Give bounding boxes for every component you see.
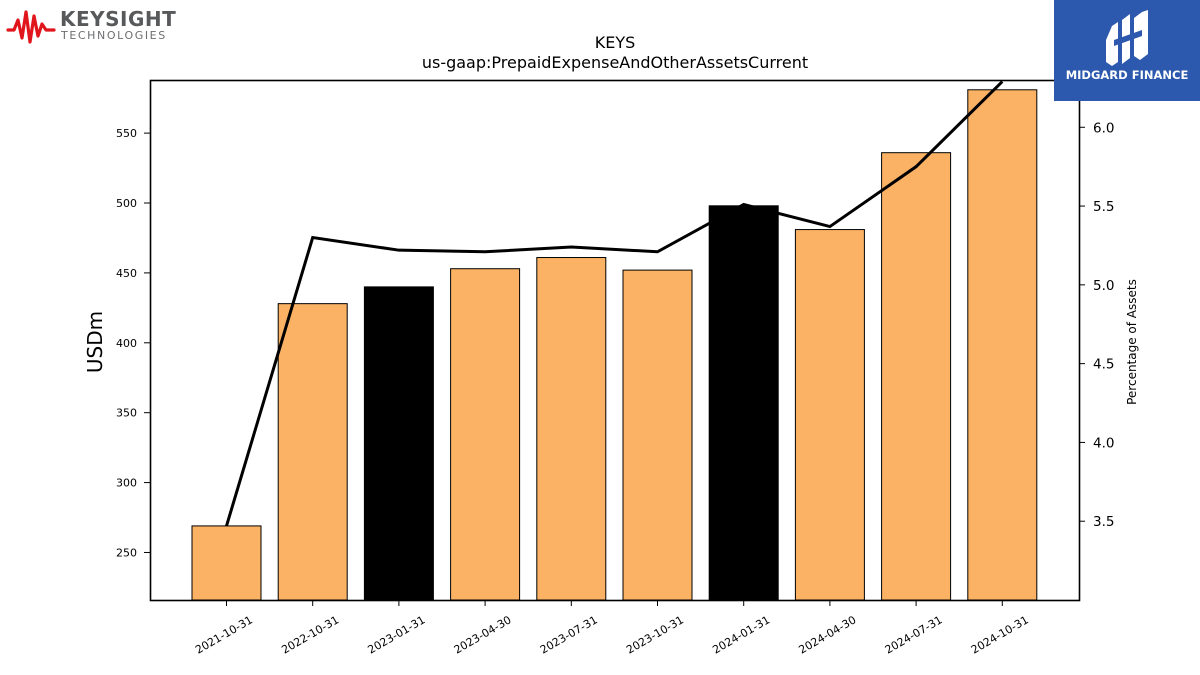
bar-2024-01-31 (708, 205, 779, 601)
y-axis-left: 250 300 350 400 450 500 550 (116, 127, 150, 559)
x-tick-label: 2023-01-31 (366, 613, 428, 656)
y2-tick-label: 3.5 (1093, 514, 1114, 530)
midgard-emblem-icon (1106, 10, 1148, 66)
y-tick-label: 400 (116, 337, 137, 350)
keysight-logo: KEYSIGHT TECHNOLOGIES (6, 6, 176, 46)
bar-2024-04-30 (794, 229, 865, 601)
chart-title: KEYS (595, 33, 636, 52)
bar-2023-07-31 (536, 257, 607, 601)
keysight-name: KEYSIGHT (60, 7, 177, 31)
bar-2023-04-30 (450, 268, 521, 601)
y2-tick-label: 4.5 (1093, 357, 1114, 373)
y2-tick-label: 6.0 (1093, 120, 1114, 136)
midgard-finance-name: MIDGARD FINANCE (1065, 68, 1189, 82)
y-tick-label: 250 (116, 546, 137, 559)
x-tick-label: 2023-10-31 (624, 613, 686, 656)
percentage-line (225, 80, 1004, 527)
x-tick-label: 2024-01-31 (710, 613, 772, 656)
plot-frame (149, 79, 1081, 602)
bar-2022-10-31 (277, 303, 348, 601)
bar-2023-10-31 (622, 269, 693, 601)
bar-2024-10-31 (967, 89, 1038, 601)
y-axis-right: 3.5 4.0 4.5 5.0 5.5 6.0 (1079, 120, 1114, 530)
x-tick-label: 2021-10-31 (193, 613, 255, 656)
bar-2023-01-31 (363, 286, 434, 601)
y-tick-label: 300 (116, 477, 137, 490)
y-tick-label: 550 (116, 127, 137, 140)
y-tick-label: 450 (116, 267, 137, 280)
y-tick-label: 500 (116, 197, 137, 210)
y-tick-label: 350 (116, 407, 137, 420)
y2-axis-label: Percentage of Assets (1125, 279, 1139, 405)
midgard-finance-logo: MIDGARD FINANCE (1054, 0, 1200, 101)
bar-2021-10-31 (191, 525, 262, 601)
y2-tick-label: 5.5 (1093, 199, 1114, 215)
bar-series (191, 89, 1038, 601)
x-tick-label: 2024-10-31 (969, 613, 1031, 656)
y2-tick-label: 4.0 (1093, 435, 1114, 451)
x-tick-label: 2023-07-31 (538, 613, 600, 656)
chart-subtitle: us-gaap:PrepaidExpenseAndOtherAssetsCurr… (422, 53, 808, 72)
x-tick-label: 2022-10-31 (279, 613, 341, 656)
keysight-tagline: TECHNOLOGIES (61, 29, 167, 42)
keysight-wave-icon (6, 10, 56, 44)
x-tick-label: 2024-07-31 (883, 613, 945, 656)
x-tick-label: 2023-04-30 (452, 613, 514, 656)
y-axis-label: USDm (83, 311, 107, 373)
x-axis: 2021-10-31 2022-10-31 2023-01-31 2023-04-30… (193, 600, 1031, 657)
x-tick-label: 2024-04-30 (797, 613, 859, 656)
bar-2024-07-31 (881, 152, 952, 601)
y2-tick-label: 5.0 (1093, 278, 1114, 294)
